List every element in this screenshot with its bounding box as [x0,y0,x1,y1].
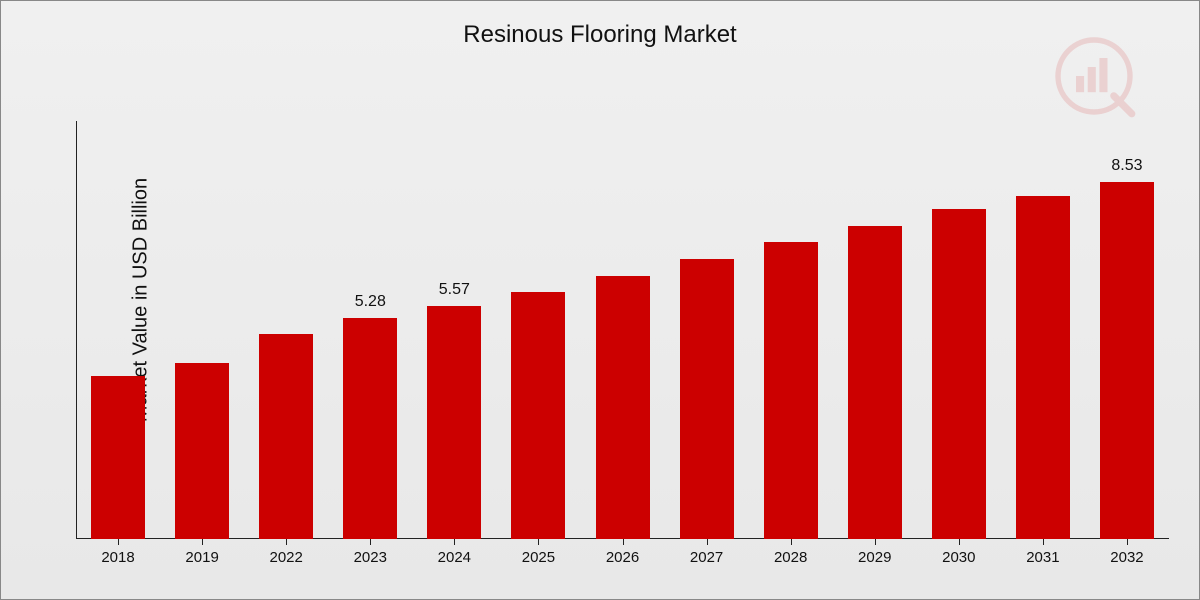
x-tick: 2031 [1001,539,1085,599]
x-tick-label: 2024 [412,549,496,566]
x-tick: 2028 [749,539,833,599]
x-tick: 2022 [244,539,328,599]
bar-wrap: 5.28 [328,121,412,539]
bar-wrap [580,121,664,539]
x-tick-label: 2018 [76,549,160,566]
bar-wrap [160,121,244,539]
bar [511,292,565,539]
bar-wrap [76,121,160,539]
bar [596,276,650,539]
bar [764,242,818,539]
bar [932,209,986,539]
bar-wrap [244,121,328,539]
bar-wrap [917,121,1001,539]
chart-title: Resinous Flooring Market [1,21,1199,49]
bar [175,363,229,539]
x-tick: 2024 [412,539,496,599]
x-tick: 2023 [328,539,412,599]
x-tick: 2029 [833,539,917,599]
bar-wrap: 8.53 [1085,121,1169,539]
bar [1100,182,1154,539]
bars-group: 5.28 5.57 8.53 [76,121,1169,539]
bar-wrap [833,121,917,539]
bar-value-label: 5.28 [355,292,386,312]
bar-wrap [665,121,749,539]
x-tick: 2027 [665,539,749,599]
x-tick: 2030 [917,539,1001,599]
bar-value-label: 5.57 [439,280,470,300]
bar-value-label: 8.53 [1111,156,1142,176]
bar [427,306,481,539]
x-tick: 2026 [580,539,664,599]
bar [343,318,397,539]
x-tick: 2025 [496,539,580,599]
x-tick-label: 2019 [160,549,244,566]
bar-wrap [749,121,833,539]
x-ticks-group: 2018201920222023202420252026202720282029… [76,539,1169,599]
x-tick-label: 2029 [833,549,917,566]
bar-wrap [1001,121,1085,539]
x-tick-label: 2023 [328,549,412,566]
x-tick: 2019 [160,539,244,599]
bar [848,226,902,540]
x-tick-label: 2027 [665,549,749,566]
bar [259,334,313,539]
bar-wrap [496,121,580,539]
chart-container: Resinous Flooring Market Market Value in… [0,0,1200,600]
x-tick-label: 2032 [1085,549,1169,566]
bar [1016,196,1070,539]
watermark-logo [1049,31,1139,121]
x-tick-label: 2031 [1001,549,1085,566]
x-tick: 2032 [1085,539,1169,599]
plot-area: 5.28 5.57 8.53 [76,121,1169,539]
x-tick-label: 2022 [244,549,328,566]
x-tick-label: 2030 [917,549,1001,566]
bar [91,376,145,539]
bar-wrap: 5.57 [412,121,496,539]
x-tick-label: 2028 [749,549,833,566]
x-tick: 2018 [76,539,160,599]
bar [680,259,734,539]
x-tick-label: 2026 [580,549,664,566]
x-tick-label: 2025 [496,549,580,566]
